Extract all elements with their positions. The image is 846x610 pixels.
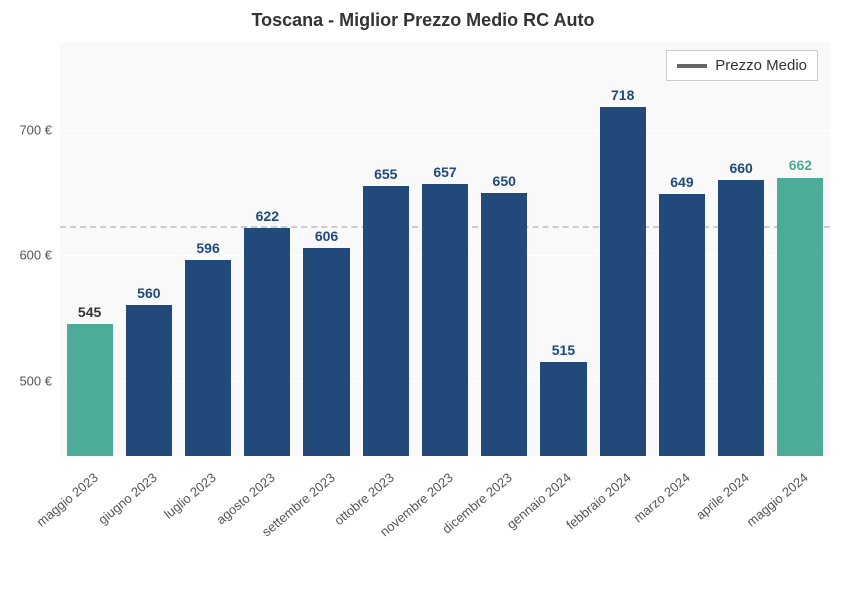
gridline bbox=[60, 130, 830, 131]
x-tick-label: maggio 2024 bbox=[744, 470, 811, 530]
bar-value-label: 515 bbox=[552, 342, 575, 358]
y-tick-label: 600 € bbox=[19, 248, 60, 263]
y-tick-label: 500 € bbox=[19, 373, 60, 388]
y-tick-label: 700 € bbox=[19, 122, 60, 137]
x-tick-label: febbraio 2024 bbox=[563, 470, 634, 533]
bar bbox=[303, 248, 349, 456]
bar bbox=[659, 194, 705, 456]
plot-area: 500 €600 €700 €5455605966226066556576505… bbox=[60, 42, 830, 456]
bar-value-label: 655 bbox=[374, 166, 397, 182]
bar-value-label: 560 bbox=[137, 285, 160, 301]
bar-value-label: 657 bbox=[433, 164, 456, 180]
legend-label: Prezzo Medio bbox=[715, 57, 807, 74]
bar-value-label: 596 bbox=[196, 240, 219, 256]
bar bbox=[718, 180, 764, 456]
bar bbox=[67, 324, 113, 456]
chart-container: Toscana - Miglior Prezzo Medio RC Auto 5… bbox=[0, 0, 846, 610]
bar-value-label: 662 bbox=[789, 157, 812, 173]
bar bbox=[244, 228, 290, 456]
bar bbox=[600, 107, 646, 456]
chart-title: Toscana - Miglior Prezzo Medio RC Auto bbox=[0, 10, 846, 31]
bar bbox=[185, 260, 231, 456]
bar bbox=[422, 184, 468, 456]
bar-value-label: 606 bbox=[315, 228, 338, 244]
legend-line-icon bbox=[677, 64, 707, 68]
legend: Prezzo Medio bbox=[666, 50, 818, 81]
x-tick-label: marzo 2024 bbox=[631, 470, 693, 526]
bar-value-label: 649 bbox=[670, 174, 693, 190]
bar bbox=[481, 193, 527, 456]
bar-value-label: 545 bbox=[78, 304, 101, 320]
x-tick-label: luglio 2023 bbox=[161, 470, 219, 522]
bar bbox=[363, 186, 409, 456]
bar-value-label: 622 bbox=[256, 208, 279, 224]
x-tick-label: giugno 2023 bbox=[95, 470, 159, 528]
x-tick-label: aprile 2024 bbox=[693, 470, 752, 523]
bar bbox=[777, 178, 823, 457]
bar-value-label: 660 bbox=[729, 160, 752, 176]
bar-value-label: 718 bbox=[611, 87, 634, 103]
bar bbox=[540, 362, 586, 456]
bar bbox=[126, 305, 172, 456]
x-tick-label: maggio 2023 bbox=[33, 470, 100, 530]
bar-value-label: 650 bbox=[493, 173, 516, 189]
